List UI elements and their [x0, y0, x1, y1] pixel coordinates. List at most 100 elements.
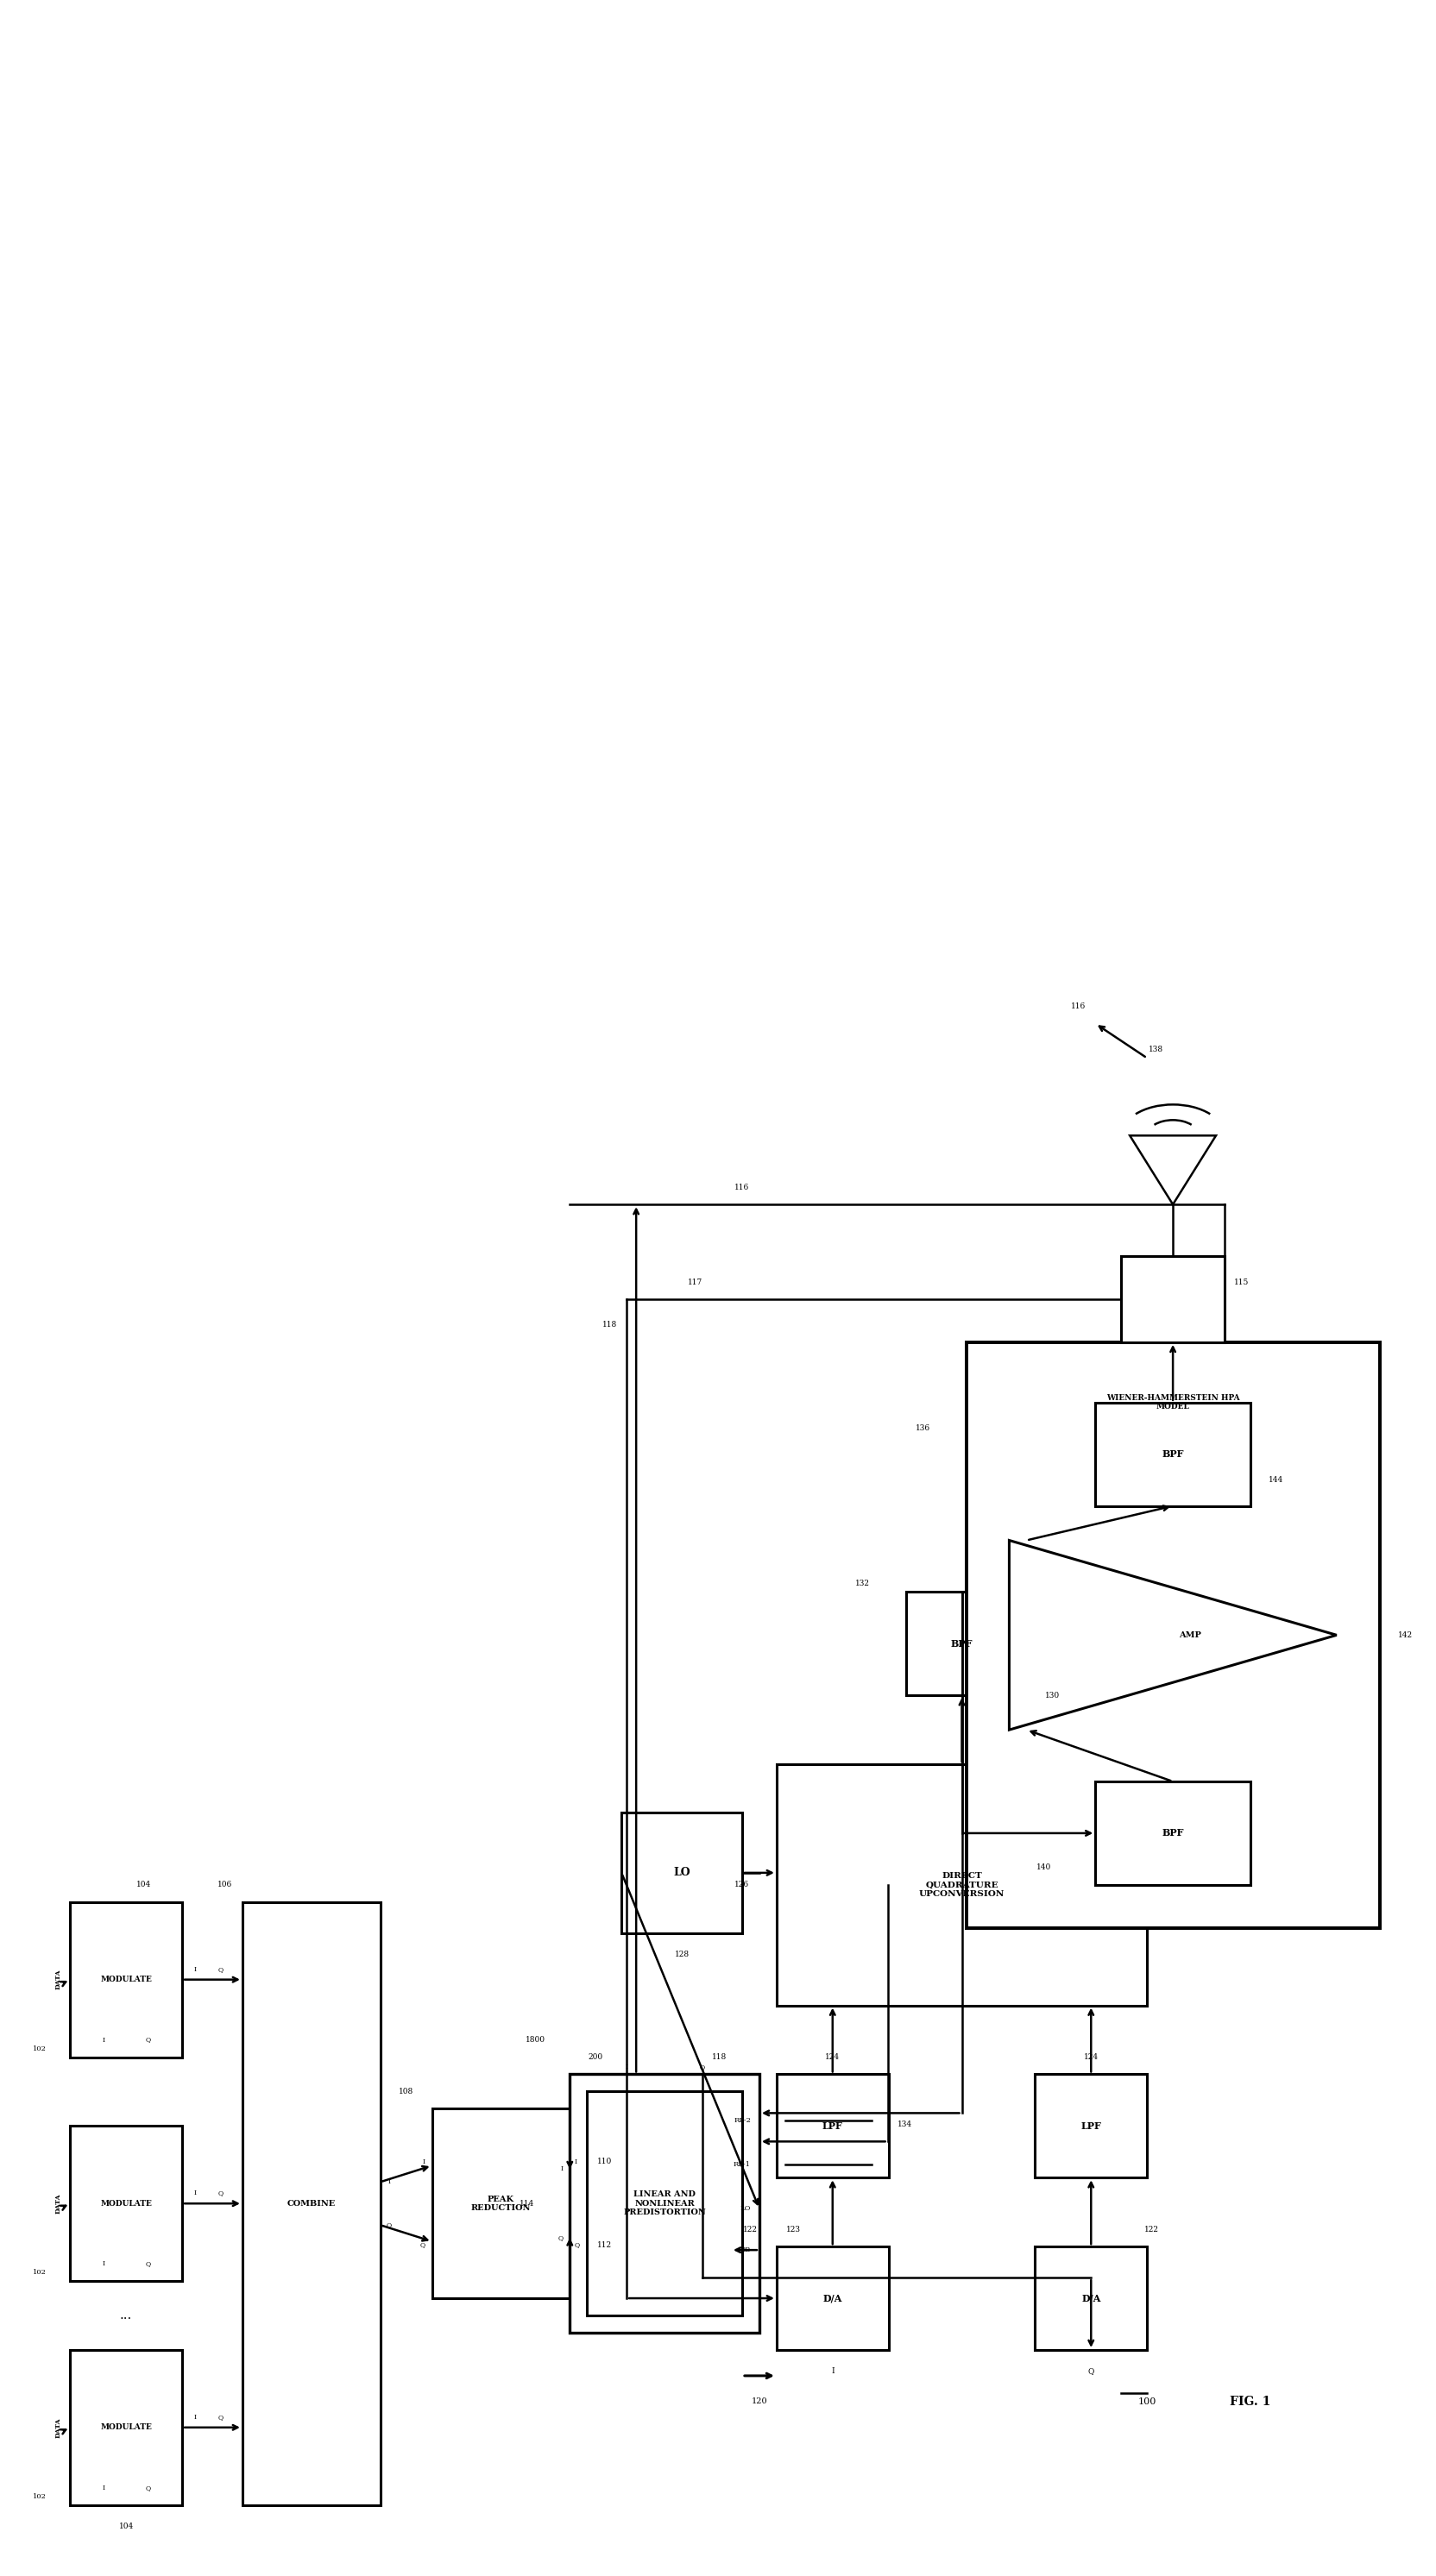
Text: DIRECT
QUADRATURE
UPCONVERSION: DIRECT QUADRATURE UPCONVERSION — [919, 1873, 1004, 1899]
Text: Q: Q — [557, 2233, 563, 2241]
Text: I: I — [830, 2367, 834, 2375]
Text: I: I — [102, 2483, 105, 2491]
Text: D/A: D/A — [1081, 2293, 1100, 2303]
Text: Q: Q — [218, 2190, 224, 2197]
Text: BB: BB — [740, 2246, 750, 2254]
Text: 114: 114 — [518, 2200, 534, 2208]
Text: 112: 112 — [596, 2241, 612, 2249]
Bar — [905, 1592, 1017, 1695]
Bar — [70, 2125, 182, 2280]
Text: LINEAR AND
NONLINEAR
PREDISTORTION: LINEAR AND NONLINEAR PREDISTORTION — [623, 2190, 705, 2215]
Text: 130: 130 — [1044, 1692, 1058, 1700]
Text: I: I — [388, 2179, 391, 2184]
Text: LO: LO — [740, 2205, 750, 2213]
Text: Q: Q — [146, 2483, 151, 2491]
Text: 102: 102 — [33, 2269, 47, 2275]
Text: MODULATE: MODULATE — [101, 2200, 152, 2208]
Text: 115: 115 — [1234, 1278, 1248, 1285]
Text: Q: Q — [386, 2221, 391, 2228]
Text: 116: 116 — [1070, 1002, 1086, 1010]
Text: 120: 120 — [751, 2398, 767, 2406]
Text: Q: Q — [1087, 2367, 1094, 2375]
Bar — [775, 1765, 1146, 2007]
Text: MODULATE: MODULATE — [101, 2424, 152, 2432]
Text: 116: 116 — [734, 1182, 750, 1190]
Text: 200: 200 — [587, 2053, 603, 2061]
Text: 138: 138 — [1147, 1046, 1162, 1054]
Text: 118: 118 — [712, 2053, 727, 2061]
Text: I: I — [422, 2159, 425, 2166]
Text: I: I — [194, 1965, 197, 1973]
Bar — [1094, 1783, 1249, 1886]
Text: 106: 106 — [218, 1880, 233, 1888]
Text: 128: 128 — [673, 1950, 689, 1958]
Text: Q: Q — [146, 2038, 151, 2043]
Text: 126: 126 — [734, 1880, 750, 1888]
Bar — [965, 1342, 1379, 1927]
Bar — [1120, 1257, 1223, 1342]
Text: MODULATE: MODULATE — [101, 1976, 152, 1984]
Text: I: I — [194, 2190, 197, 2197]
Text: D/A: D/A — [823, 2293, 841, 2303]
Bar — [775, 2074, 887, 2177]
Bar — [70, 2349, 182, 2504]
Bar — [587, 2092, 741, 2316]
Text: Q: Q — [146, 2259, 151, 2267]
Text: FIG. 1: FIG. 1 — [1229, 2396, 1269, 2409]
Text: 1800: 1800 — [526, 2035, 544, 2043]
Text: I: I — [194, 2414, 197, 2421]
Text: LPF: LPF — [821, 2120, 843, 2130]
Text: 134: 134 — [898, 2120, 912, 2128]
Bar — [1034, 2074, 1146, 2177]
Text: I: I — [574, 2159, 576, 2166]
Text: BPF: BPF — [951, 1638, 972, 1649]
Text: DATA: DATA — [55, 2192, 62, 2213]
Bar — [243, 1901, 381, 2504]
Text: WIENER-HAMMERSTEIN HPA
MODEL: WIENER-HAMMERSTEIN HPA MODEL — [1106, 1394, 1239, 1412]
Bar — [1034, 2246, 1146, 2349]
Bar — [432, 2110, 570, 2298]
Text: 108: 108 — [398, 2087, 414, 2094]
Text: COMBINE: COMBINE — [287, 2200, 336, 2208]
Text: BPF: BPF — [1162, 1829, 1183, 1837]
Text: 136: 136 — [915, 1425, 931, 1432]
Text: I: I — [625, 2063, 628, 2071]
Text: PEAK
REDUCTION: PEAK REDUCTION — [471, 2195, 530, 2213]
Text: 104: 104 — [136, 1880, 151, 1888]
Text: 144: 144 — [1268, 1476, 1282, 1484]
Bar — [1094, 1401, 1249, 1507]
Bar — [775, 2246, 887, 2349]
Text: DATA: DATA — [55, 2416, 62, 2437]
Text: RF-1: RF-1 — [732, 2161, 750, 2169]
Text: DATA: DATA — [55, 1971, 62, 1989]
Text: 110: 110 — [596, 2159, 612, 2166]
Text: Q: Q — [218, 2414, 224, 2421]
Text: ...: ... — [119, 2311, 132, 2321]
Text: I: I — [102, 2259, 105, 2267]
Bar — [70, 1901, 182, 2058]
Text: 124: 124 — [824, 2053, 840, 2061]
Text: 132: 132 — [854, 1579, 870, 1587]
Text: LPF: LPF — [1080, 2120, 1100, 2130]
Text: I: I — [560, 2166, 563, 2172]
Text: 102: 102 — [33, 2045, 47, 2053]
Text: 117: 117 — [688, 1278, 702, 1285]
Text: LO: LO — [673, 1868, 689, 1878]
Text: AMP: AMP — [1179, 1631, 1200, 1638]
Bar — [622, 1814, 741, 1932]
Text: 122: 122 — [1143, 2226, 1157, 2233]
Text: 142: 142 — [1397, 1631, 1412, 1638]
Text: I: I — [102, 2038, 105, 2043]
Text: 140: 140 — [1035, 1865, 1051, 1873]
Text: Q: Q — [218, 1965, 224, 1973]
Text: 102: 102 — [33, 2494, 47, 2499]
Polygon shape — [1008, 1540, 1335, 1731]
Text: 122: 122 — [742, 2226, 758, 2233]
Text: Q: Q — [419, 2241, 425, 2249]
Text: RF-2: RF-2 — [734, 2117, 750, 2125]
Text: 104: 104 — [119, 2522, 134, 2530]
Bar — [570, 2074, 758, 2334]
Text: 118: 118 — [602, 1321, 616, 1329]
Text: 100: 100 — [1137, 2398, 1156, 2406]
Text: 123: 123 — [785, 2226, 801, 2233]
